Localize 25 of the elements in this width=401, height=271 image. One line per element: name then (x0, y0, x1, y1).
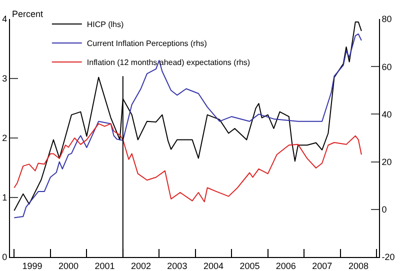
y2-tick-label: 60 (382, 62, 392, 72)
x-tick-label: 2004 (203, 260, 224, 271)
y2-tick-label: 80 (382, 14, 392, 24)
y-tick-label: 2 (2, 133, 8, 144)
y2-tick-label: 20 (382, 156, 392, 167)
x-tick-label: 2001 (94, 260, 115, 271)
x-tick-label: 2005 (240, 260, 260, 271)
y2-tick-label: 0 (382, 204, 387, 215)
x-tick-label: 2008 (348, 260, 368, 271)
legend-label: HICP (lhs) (86, 20, 124, 30)
x-tick-label: 2003 (167, 260, 188, 271)
y2-tick-label: -20 (382, 252, 395, 262)
y-tick-label: 3 (2, 74, 8, 84)
y2-tick-label: 40 (382, 109, 392, 120)
x-tick-label: 2002 (130, 260, 151, 271)
x-tick-label: 2007 (312, 260, 332, 271)
legend-label: Current Inflation Perceptions (rhs) (86, 39, 208, 48)
x-tick-label: 2006 (276, 260, 296, 271)
y-tick-label: 0 (2, 252, 8, 262)
y-tick-label: 1 (2, 192, 8, 203)
x-tick-label: 1999 (22, 260, 42, 271)
legend-label: Inflation (12 months ahead) expectations (rhs) (86, 58, 250, 68)
y-axis-title: Percent (12, 9, 44, 19)
y-tick-label: 4 (2, 14, 8, 24)
x-tick-label: 2000 (58, 260, 79, 271)
